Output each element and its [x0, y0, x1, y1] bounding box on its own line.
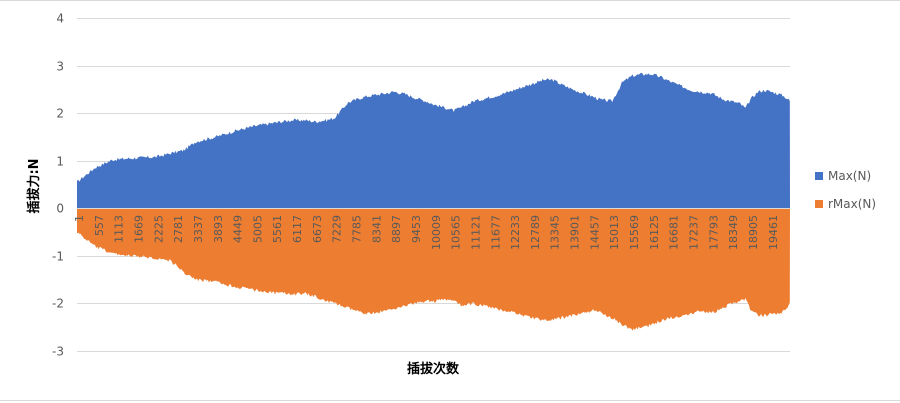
x-tick-label: 3337: [192, 215, 205, 243]
x-tick-label: 10009: [430, 215, 443, 250]
x-tick-label: 4449: [232, 215, 245, 243]
y-axis-title: 插拔力:N: [26, 158, 42, 213]
x-tick-label: 2225: [152, 215, 165, 243]
x-tick-label: 557: [93, 215, 106, 236]
x-tick-label: 17793: [707, 215, 720, 250]
x-tick-label: 18905: [747, 215, 760, 250]
x-tick-label: 14457: [588, 215, 601, 250]
x-tick-labels: 1 557 1113 1669 2225 2781 3337 3893 4449 5005 5561…: [73, 215, 780, 250]
x-tick-label: 5005: [251, 215, 264, 243]
x-tick-label: 13345: [549, 215, 562, 250]
x-tick-label: 13901: [569, 215, 582, 250]
x-tick-label: 2781: [172, 215, 185, 243]
x-tick-label: 16681: [668, 215, 681, 250]
legend-label: Max(N): [828, 169, 871, 183]
legend-swatch: [815, 200, 823, 208]
series-areas: [77, 72, 790, 331]
y-tick-label: 1: [56, 155, 64, 169]
x-tick-label: 12233: [509, 215, 522, 250]
x-tick-label: 18349: [727, 215, 740, 250]
x-tick-label: 6117: [291, 215, 304, 243]
x-tick-label: 9453: [410, 215, 423, 243]
x-tick-label: 7785: [351, 215, 364, 243]
y-tick-label: 4: [56, 12, 64, 26]
x-tick-label: 19461: [767, 215, 780, 250]
y-tick-label: -2: [52, 297, 64, 311]
x-tick-label: 7229: [331, 215, 344, 243]
y-tick-labels: 4 3 2 1 0 -1 -2 -3: [52, 12, 64, 359]
legend: Max(N) rMax(N): [815, 169, 876, 211]
y-tick-label: 0: [56, 202, 64, 216]
x-tick-label: 12789: [529, 215, 542, 250]
x-axis-title: 插拔次数: [407, 361, 460, 377]
x-tick-label: 17237: [688, 215, 701, 250]
x-tick-label: 1669: [133, 215, 146, 243]
series-area-max: [77, 72, 790, 209]
series-area-rmax: [77, 208, 790, 331]
legend-label: rMax(N): [828, 197, 876, 211]
x-tick-label: 1113: [113, 215, 126, 243]
y-tick-label: 2: [56, 107, 64, 121]
y-tick-label: -3: [52, 345, 64, 359]
y-tick-label: -1: [52, 250, 64, 264]
y-tick-label: 3: [56, 60, 64, 74]
x-tick-label: 10565: [450, 215, 463, 250]
legend-swatch: [815, 172, 823, 180]
x-tick-label: 8341: [370, 215, 383, 243]
x-tick-label: 16125: [648, 215, 661, 250]
x-tick-label: 11121: [469, 215, 482, 250]
x-tick-label: 15013: [608, 215, 621, 250]
x-tick-label: 11677: [489, 215, 502, 250]
x-tick-label: 5561: [271, 215, 284, 243]
x-tick-label: 15569: [628, 215, 641, 250]
x-tick-label: 3893: [212, 215, 225, 243]
x-tick-label: 6673: [311, 215, 324, 243]
x-tick-label: 1: [73, 215, 86, 222]
x-tick-label: 8897: [390, 215, 403, 243]
